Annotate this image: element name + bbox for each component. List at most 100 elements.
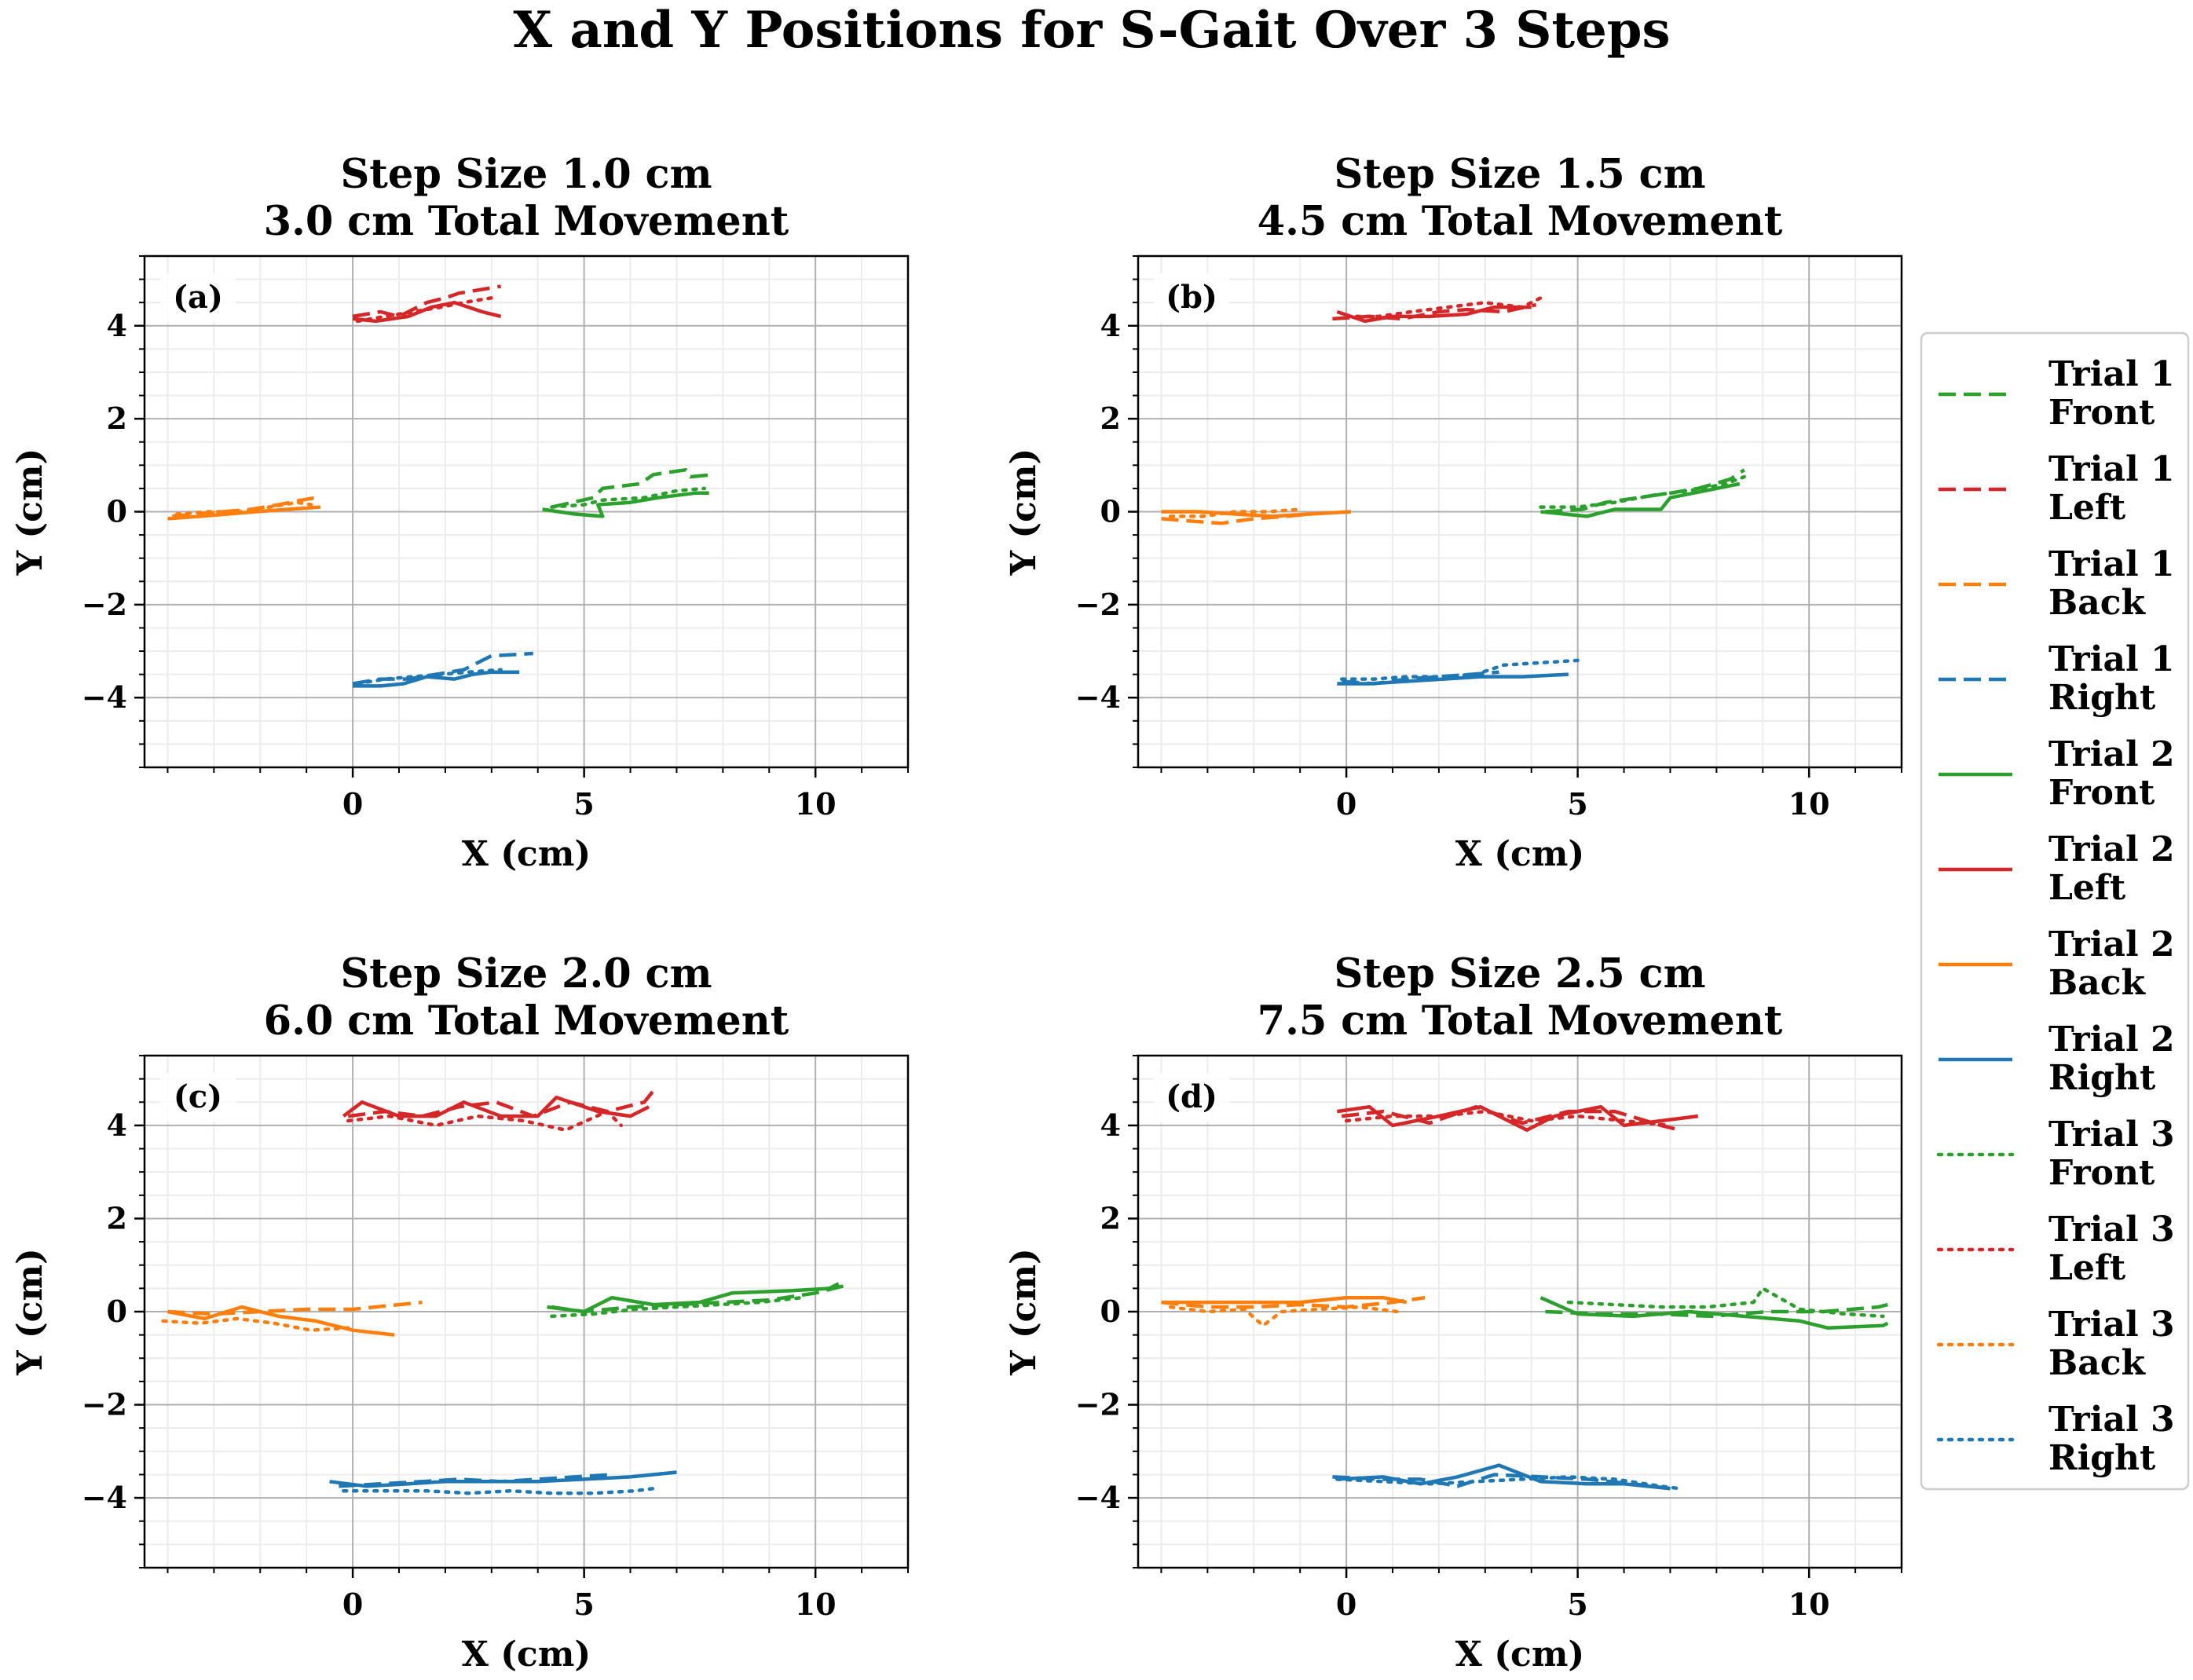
series-line-trial2-back (167, 1305, 395, 1337)
series-line-trial1-back (1161, 1295, 1426, 1309)
series-line-trial3-left (1344, 1109, 1672, 1128)
series-line-trial3-front (550, 1295, 804, 1319)
x-tick-label: 10 (1788, 1587, 1830, 1622)
y-tick-label: 2 (107, 401, 127, 436)
x-axis-label: X (cm) (462, 834, 591, 874)
y-tick-label: −2 (82, 1387, 127, 1422)
subplot-subtitle: 3.0 cm Total Movement (264, 198, 789, 245)
subplot-subtitle: 6.0 cm Total Movement (264, 997, 789, 1045)
series-line-trial3-back (161, 1316, 350, 1332)
legend-label-side: Left (2048, 1248, 2126, 1288)
y-tick-label: −4 (82, 679, 127, 715)
y-axis-label: Y (cm) (10, 1248, 50, 1376)
series-line-trial3-back (1168, 507, 1302, 518)
series-line-trial2-right (329, 1470, 677, 1488)
legend-label-trial: Trial 3 (2048, 1305, 2175, 1345)
legend-label-trial: Trial 3 (2048, 1115, 2175, 1155)
y-tick-label: 2 (1100, 1200, 1121, 1235)
x-tick-label: 5 (1567, 786, 1587, 822)
x-axis-label: X (cm) (462, 1634, 591, 1675)
axes-frame (143, 254, 910, 769)
y-tick-label: 4 (1100, 1107, 1121, 1143)
y-axis-label: Y (cm) (1004, 448, 1044, 576)
series-line-trial2-left (1336, 1104, 1699, 1133)
legend-label-trial: Trial 2 (2048, 924, 2175, 964)
y-tick-label: 2 (1100, 401, 1121, 436)
series-line-trial2-back (1161, 1295, 1408, 1305)
series-group (1161, 296, 1746, 686)
x-axis-label: X (cm) (1455, 834, 1584, 874)
series-line-trial2-left (342, 1096, 650, 1118)
series-line-trial2-right (1337, 672, 1569, 686)
x-axis-label: X (cm) (1455, 1634, 1584, 1675)
legend-label-side: Back (2048, 1343, 2146, 1383)
y-tick-label: 4 (1100, 308, 1121, 343)
figure-title: X and Y Positions for S-Gait Over 3 Step… (513, 1, 1670, 60)
subplot-3: 0 5 10 −4 −2 0 2 4 (c) Step Size 2.0 cm6.0 cm Tot… (10, 950, 910, 1675)
subplot-title: Step Size 1.0 cm (340, 151, 712, 198)
y-tick-label: 4 (107, 308, 127, 343)
axes-frame (143, 1054, 910, 1569)
subplot-title: Step Size 2.0 cm (340, 950, 712, 997)
series-line-trial3-left (1344, 296, 1543, 319)
series-line-trial1-front (551, 1284, 844, 1314)
x-tick-label: 10 (795, 786, 837, 822)
series-line-trial2-front (542, 491, 709, 518)
y-tick-label: −2 (1075, 1387, 1121, 1422)
x-tick-label: 0 (1336, 1587, 1356, 1622)
legend-label-side: Front (2048, 393, 2155, 433)
series-line-trial1-front (1545, 468, 1745, 514)
series-line-trial3-front (550, 486, 707, 509)
series-line-trial1-left (347, 1089, 655, 1118)
series-line-trial3-front (1566, 1287, 1885, 1319)
y-tick-label: 4 (107, 1107, 127, 1143)
subplot-2: 0 5 10 −4 −2 0 2 4 (b) Step Size 1.5 cm4.5 cm Tot… (1004, 151, 1903, 874)
legend-label-side: Back (2048, 963, 2146, 1003)
legend-label-side: Right (2048, 1438, 2156, 1478)
series-line-trial3-back (1168, 1305, 1400, 1328)
series-line-trial3-right (342, 1486, 656, 1495)
legend-label-side: Front (2048, 1153, 2155, 1193)
legend-label-trial: Trial 1 (2048, 354, 2175, 394)
legend-box (1920, 331, 2190, 1491)
subplot-subtitle: 4.5 cm Total Movement (1258, 198, 1783, 245)
y-tick-label: −2 (1075, 587, 1121, 622)
panel-label: (c) (174, 1078, 222, 1115)
series-line-trial3-front (1539, 474, 1746, 509)
y-tick-label: −4 (1075, 679, 1121, 715)
legend-label-side: Left (2048, 488, 2126, 528)
series-line-trial1-left (352, 284, 501, 319)
series-line-trial2-front (1539, 1296, 1889, 1330)
series-group (161, 1089, 844, 1495)
y-tick-label: 0 (1100, 1294, 1121, 1329)
axes-frame (1137, 254, 1903, 769)
series-line-trial3-back (174, 500, 313, 516)
legend-label-trial: Trial 2 (2048, 734, 2175, 774)
series-line-trial2-left (1336, 305, 1532, 324)
panel-label-box (160, 273, 236, 322)
panel-label: (b) (1166, 279, 1217, 316)
legend-label-trial: Trial 2 (2048, 1019, 2175, 1060)
legend-label-side: Left (2048, 868, 2126, 908)
legend-label-trial: Trial 2 (2048, 829, 2175, 869)
series-line-trial3-left (355, 296, 494, 324)
legend-label-side: Front (2048, 773, 2155, 813)
panel-label-box (160, 1073, 236, 1122)
y-axis-label: Y (cm) (10, 448, 50, 576)
y-tick-label: −2 (82, 587, 127, 622)
axes-frame (1137, 1054, 1903, 1569)
series-line-trial2-right (353, 670, 520, 688)
panel-label: (a) (173, 279, 223, 316)
x-tick-label: 0 (342, 786, 363, 822)
